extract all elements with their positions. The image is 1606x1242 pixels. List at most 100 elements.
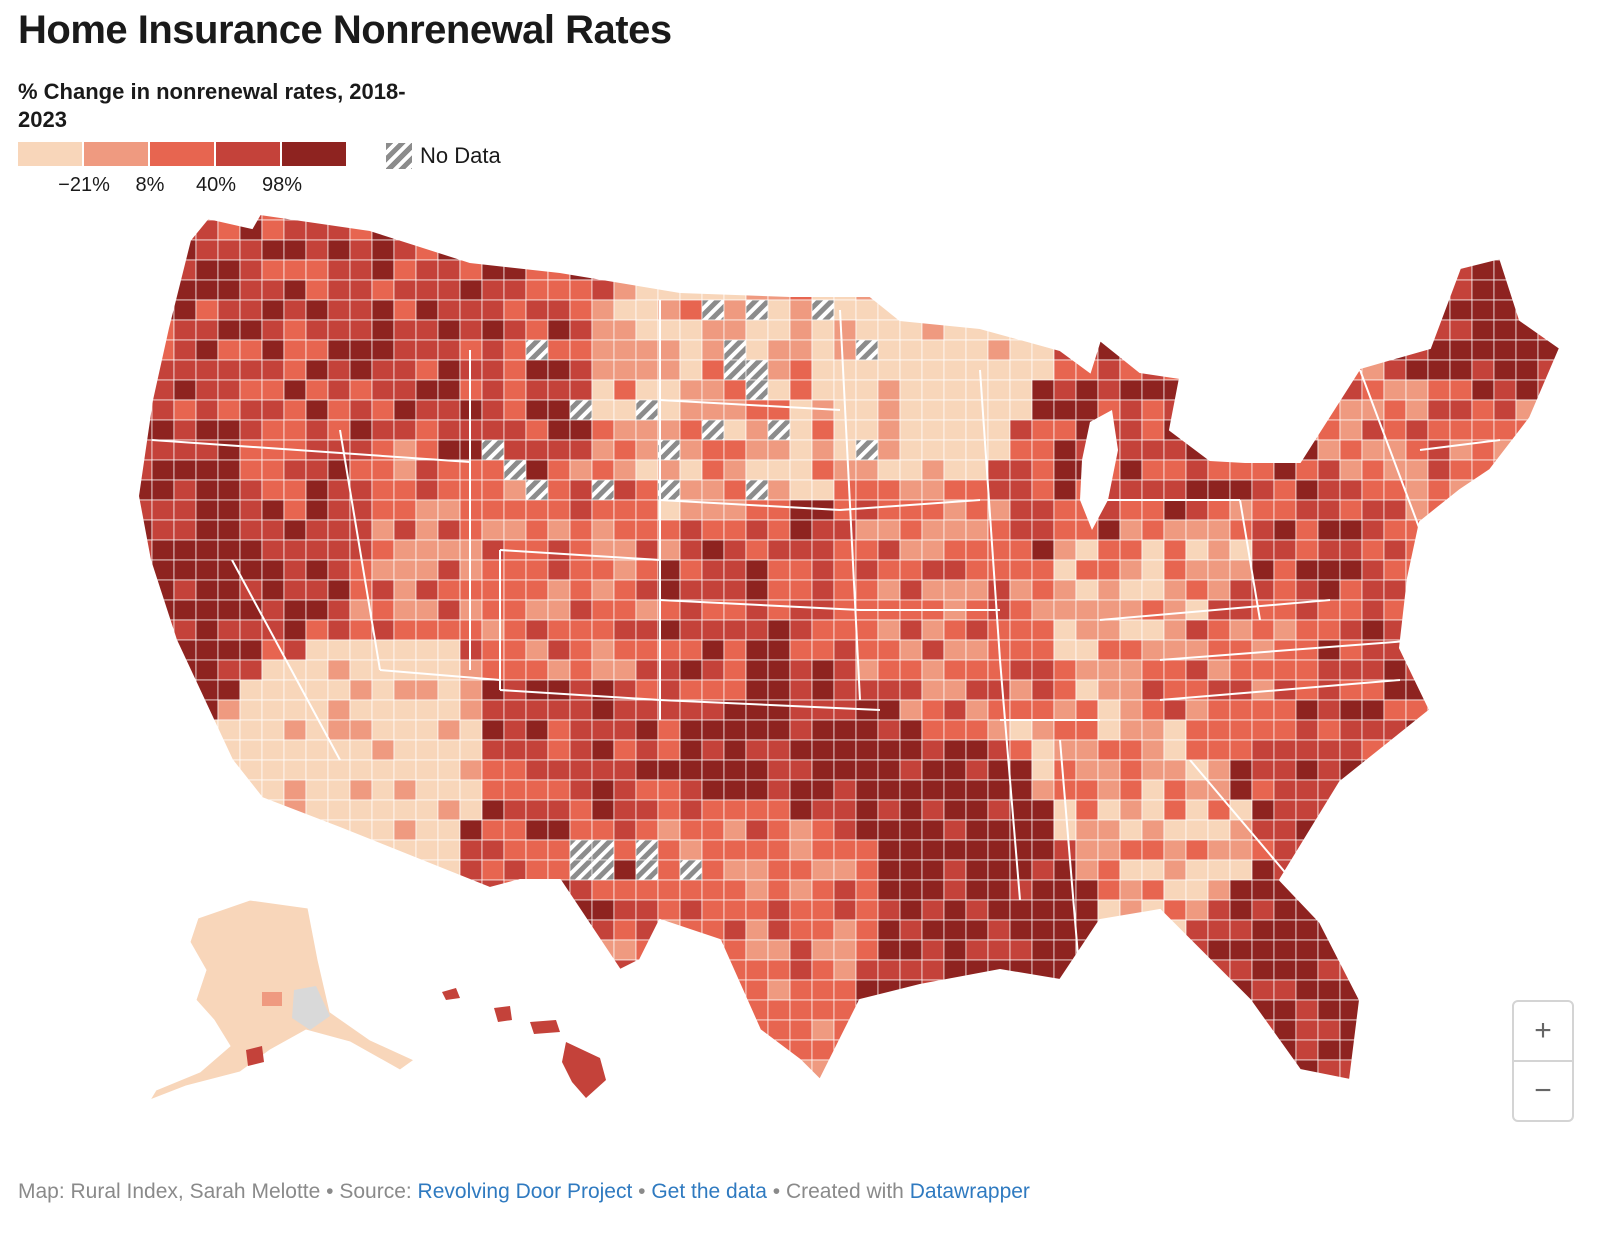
county[interactable]: [1163, 919, 1187, 941]
county[interactable]: [151, 479, 175, 501]
county[interactable]: [130, 859, 153, 881]
county[interactable]: [1031, 599, 1055, 621]
county[interactable]: [657, 939, 681, 961]
county[interactable]: [877, 1019, 901, 1041]
county[interactable]: [1229, 679, 1253, 701]
county[interactable]: [921, 619, 945, 641]
county[interactable]: [965, 899, 989, 921]
county[interactable]: [327, 899, 351, 921]
county[interactable]: [745, 819, 769, 841]
county[interactable]: [1185, 579, 1209, 601]
county[interactable]: [1273, 819, 1297, 841]
county[interactable]: [327, 399, 351, 421]
county-no-data[interactable]: [591, 479, 615, 501]
county[interactable]: [1449, 799, 1473, 821]
county[interactable]: [723, 439, 747, 461]
county[interactable]: [261, 719, 285, 741]
county[interactable]: [569, 999, 593, 1021]
county[interactable]: [1427, 579, 1451, 601]
county[interactable]: [701, 279, 725, 301]
county[interactable]: [965, 559, 989, 581]
county[interactable]: [723, 919, 747, 941]
county[interactable]: [283, 399, 307, 421]
county[interactable]: [1559, 599, 1582, 621]
county[interactable]: [1515, 759, 1539, 781]
county[interactable]: [130, 779, 153, 801]
county[interactable]: [1053, 1019, 1077, 1041]
county[interactable]: [657, 659, 681, 681]
county[interactable]: [1383, 959, 1407, 981]
county[interactable]: [877, 919, 901, 941]
county[interactable]: [481, 339, 505, 361]
county[interactable]: [723, 1079, 747, 1100]
county[interactable]: [1449, 1079, 1473, 1100]
county[interactable]: [1405, 1039, 1429, 1061]
county[interactable]: [877, 559, 901, 581]
county[interactable]: [261, 879, 285, 901]
county[interactable]: [481, 1059, 505, 1080]
county[interactable]: [1031, 759, 1055, 781]
county[interactable]: [811, 479, 835, 501]
county[interactable]: [1009, 479, 1033, 501]
county[interactable]: [1119, 559, 1143, 581]
county[interactable]: [987, 359, 1011, 381]
county[interactable]: [1339, 779, 1363, 801]
county[interactable]: [239, 219, 263, 241]
county[interactable]: [899, 879, 923, 901]
county[interactable]: [547, 639, 571, 661]
county[interactable]: [1317, 239, 1341, 261]
county[interactable]: [855, 479, 879, 501]
county[interactable]: [613, 839, 637, 861]
county[interactable]: [1449, 919, 1473, 941]
county[interactable]: [151, 979, 175, 1001]
county[interactable]: [613, 819, 637, 841]
county[interactable]: [789, 579, 813, 601]
county[interactable]: [130, 739, 153, 761]
county[interactable]: [965, 539, 989, 561]
county[interactable]: [899, 499, 923, 521]
county[interactable]: [1493, 539, 1517, 561]
county[interactable]: [921, 1039, 945, 1061]
county[interactable]: [899, 279, 923, 301]
county[interactable]: [1295, 859, 1319, 881]
county[interactable]: [1229, 579, 1253, 601]
county[interactable]: [1471, 219, 1495, 241]
county[interactable]: [1273, 879, 1297, 901]
county[interactable]: [613, 1059, 637, 1080]
county[interactable]: [503, 399, 527, 421]
county[interactable]: [965, 359, 989, 381]
county[interactable]: [1383, 419, 1407, 441]
county[interactable]: [877, 319, 901, 341]
county-no-data[interactable]: [591, 839, 615, 861]
county[interactable]: [371, 879, 395, 901]
county[interactable]: [1163, 599, 1187, 621]
county[interactable]: [1053, 1059, 1077, 1080]
county[interactable]: [305, 559, 329, 581]
county[interactable]: [1493, 359, 1517, 381]
county[interactable]: [503, 759, 527, 781]
county[interactable]: [1097, 819, 1121, 841]
county[interactable]: [1185, 419, 1209, 441]
county[interactable]: [657, 200, 681, 221]
county[interactable]: [855, 519, 879, 541]
county[interactable]: [613, 899, 637, 921]
county[interactable]: [239, 479, 263, 501]
county[interactable]: [437, 999, 461, 1021]
county[interactable]: [965, 939, 989, 961]
county[interactable]: [261, 259, 285, 281]
county[interactable]: [679, 999, 703, 1021]
county[interactable]: [1449, 519, 1473, 541]
county[interactable]: [1185, 1079, 1209, 1100]
county[interactable]: [1009, 719, 1033, 741]
county[interactable]: [1471, 659, 1495, 681]
county[interactable]: [393, 679, 417, 701]
county[interactable]: [613, 779, 637, 801]
county[interactable]: [327, 579, 351, 601]
county[interactable]: [459, 1059, 483, 1080]
county[interactable]: [261, 579, 285, 601]
county[interactable]: [393, 739, 417, 761]
county[interactable]: [1207, 839, 1231, 861]
county[interactable]: [459, 679, 483, 701]
county[interactable]: [1251, 859, 1275, 881]
county[interactable]: [1163, 839, 1187, 861]
